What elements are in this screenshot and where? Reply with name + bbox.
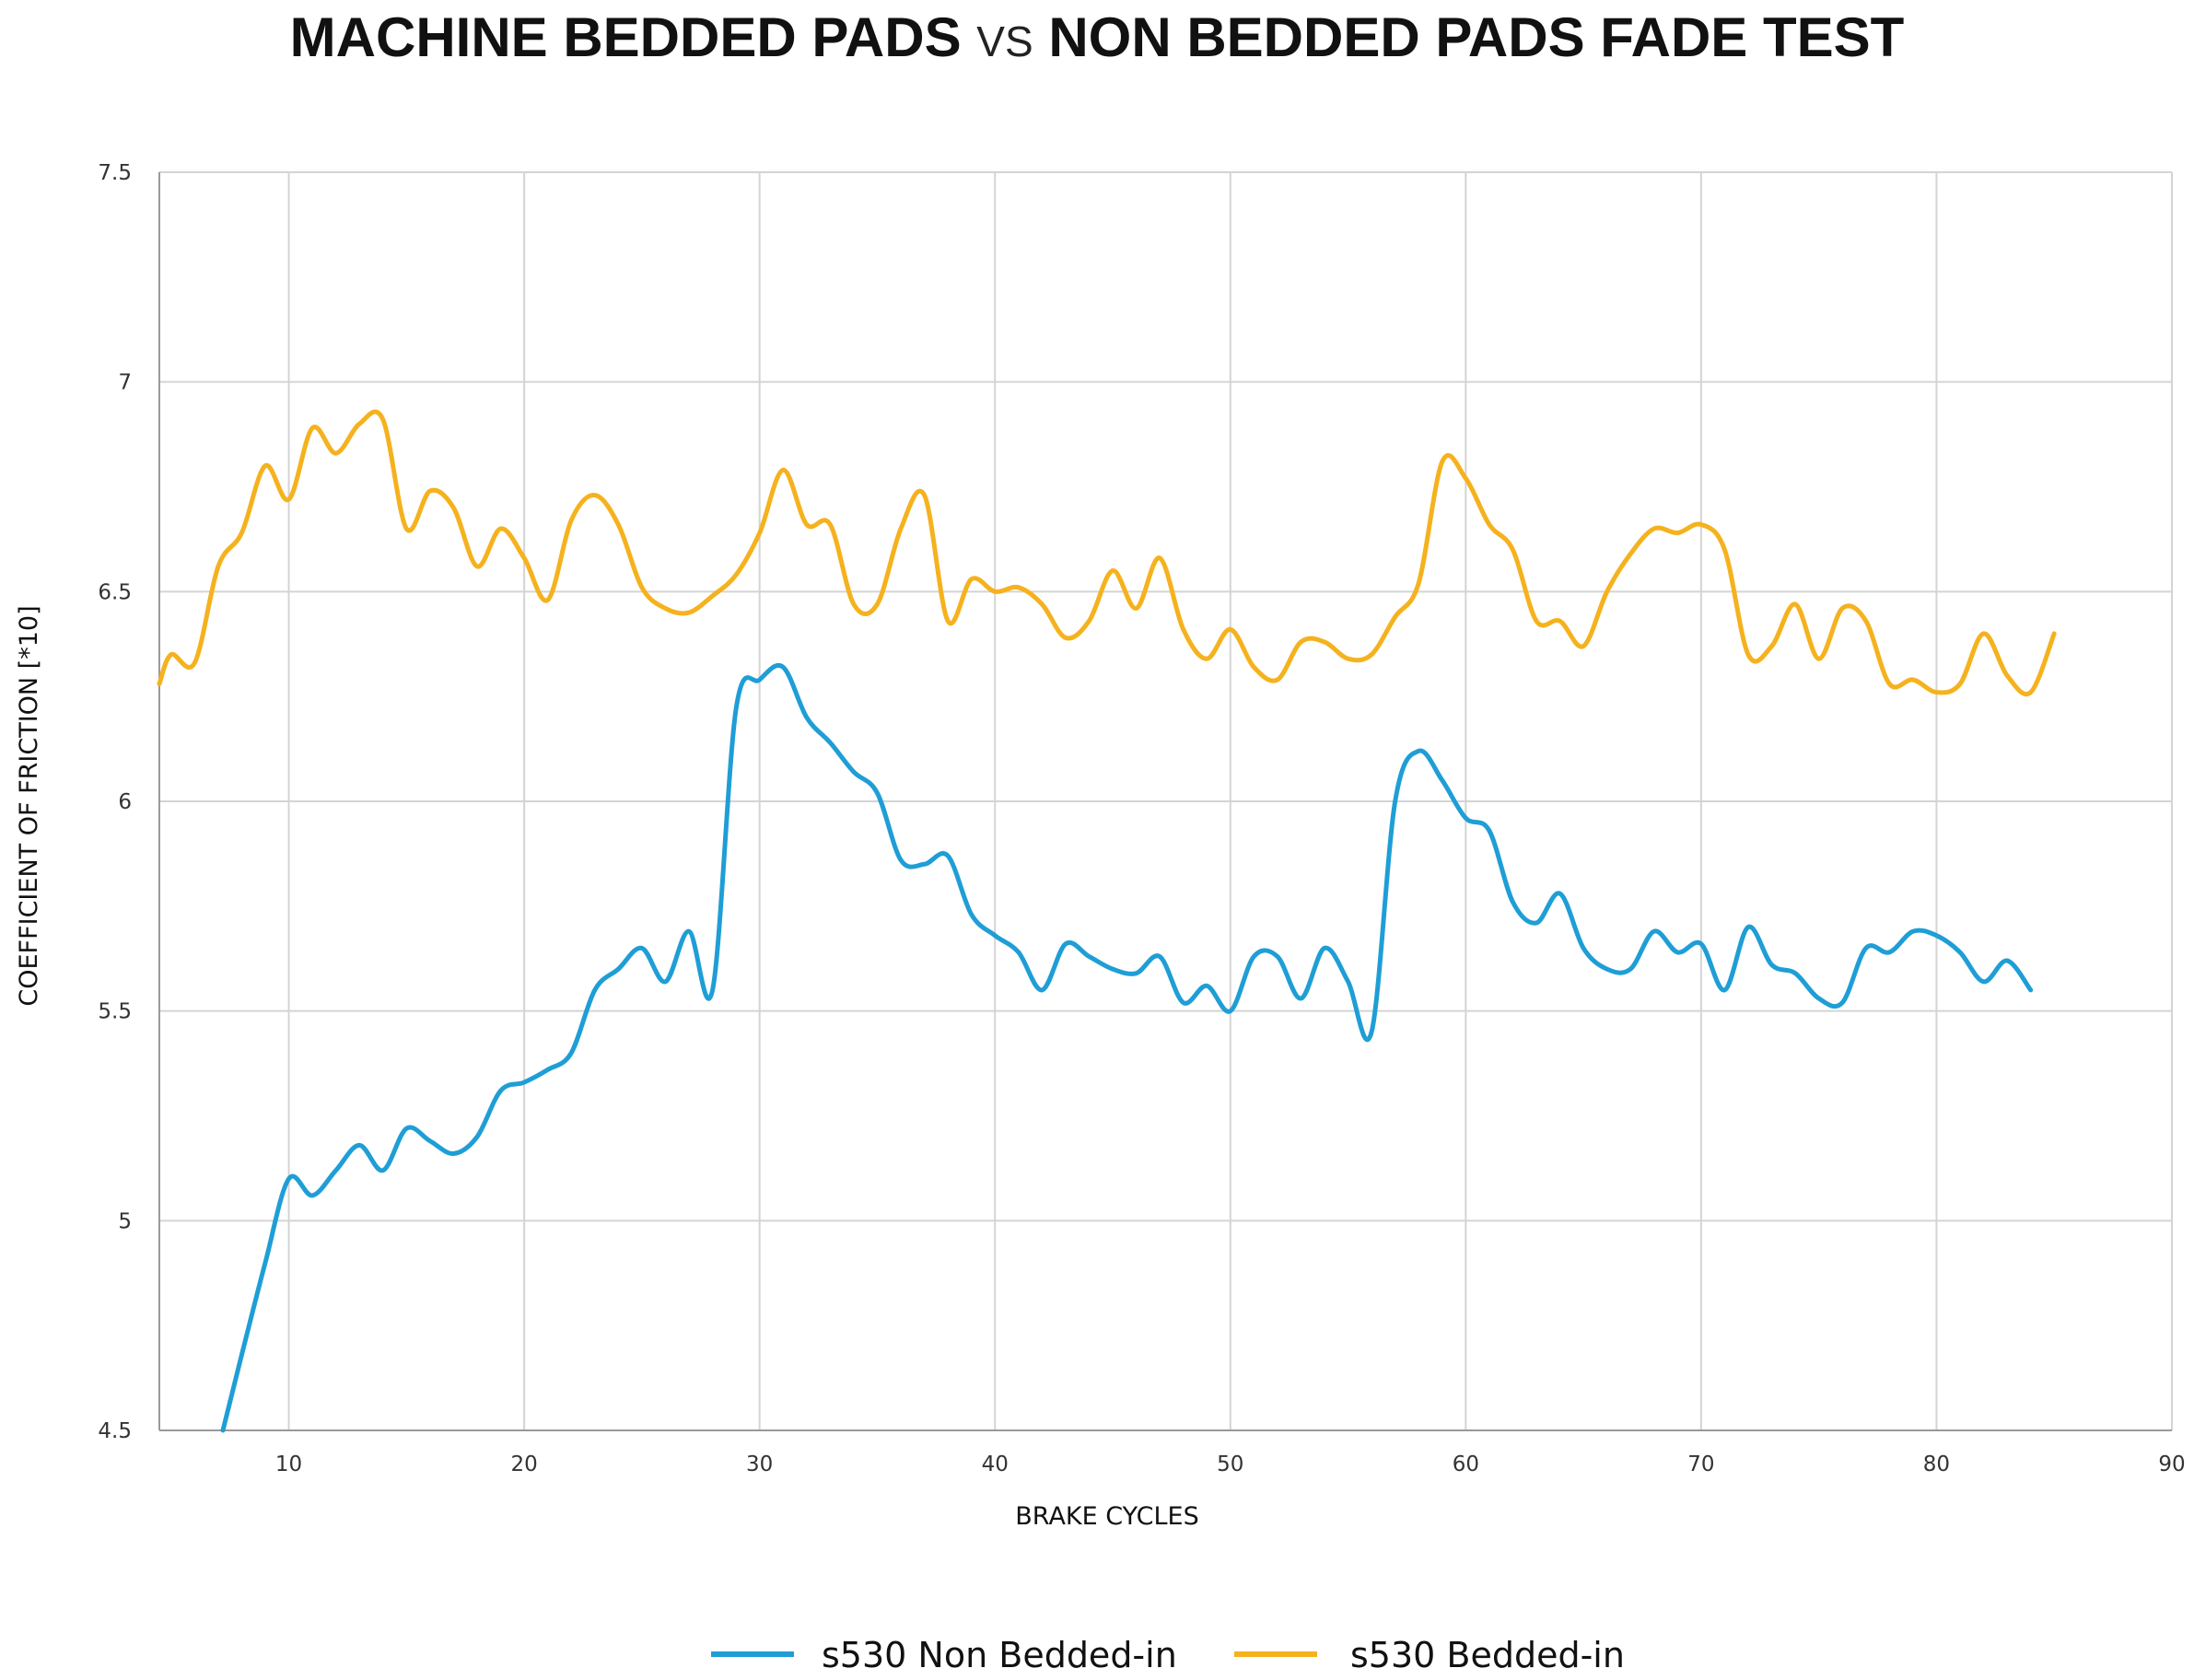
axes [158, 172, 2172, 1431]
legend: s530 Non Bedded-in s530 Bedded-in [711, 1635, 1625, 1675]
title-part-1: MACHINE BEDDED PADS [289, 6, 962, 68]
y-tick-label: 4.5 [98, 1419, 132, 1443]
legend-label-non-bedded: s530 Non Bedded-in [822, 1635, 1177, 1675]
title-part-2: NON BEDDED PADS FADE TEST [1048, 6, 1905, 68]
y-axis-title: COEFFICIENT OF FRICTION [*10] [15, 605, 43, 1006]
y-tick-label: 7.5 [98, 161, 132, 185]
x-tick-label: 90 [2158, 1452, 2185, 1476]
y-tick-labels: 4.5 5 5.5 6 6.5 7 7.5 [98, 161, 132, 1443]
y-tick-label: 7 [118, 371, 132, 395]
x-tick-label: 10 [275, 1452, 302, 1476]
legend-label-bedded: s530 Bedded-in [1350, 1635, 1625, 1675]
x-tick-label: 20 [510, 1452, 537, 1476]
title-vs: VS [976, 18, 1033, 65]
y-tick-label: 5.5 [98, 1000, 132, 1024]
x-tick-labels: 10 20 30 40 50 60 70 80 90 [275, 1452, 2186, 1476]
x-tick-label: 50 [1217, 1452, 1243, 1476]
x-tick-label: 70 [1687, 1452, 1714, 1476]
y-tick-label: 5 [118, 1209, 132, 1233]
chart-title: MACHINE BEDDED PADS VS NON BEDDED PADS F… [0, 6, 2194, 69]
series-line-non-bedded [220, 663, 2034, 1433]
series-lines [157, 409, 2057, 1433]
x-tick-label: 40 [982, 1452, 1009, 1476]
y-tick-label: 6.5 [98, 580, 132, 604]
y-tick-label: 6 [118, 790, 132, 814]
x-tick-label: 80 [1923, 1452, 1950, 1476]
x-axis-title: BRAKE CYCLES [1015, 1502, 1199, 1531]
x-tick-label: 60 [1453, 1452, 1479, 1476]
series-line-bedded [157, 409, 2057, 696]
grid-lines [159, 171, 2173, 1431]
x-tick-label: 30 [746, 1452, 773, 1476]
